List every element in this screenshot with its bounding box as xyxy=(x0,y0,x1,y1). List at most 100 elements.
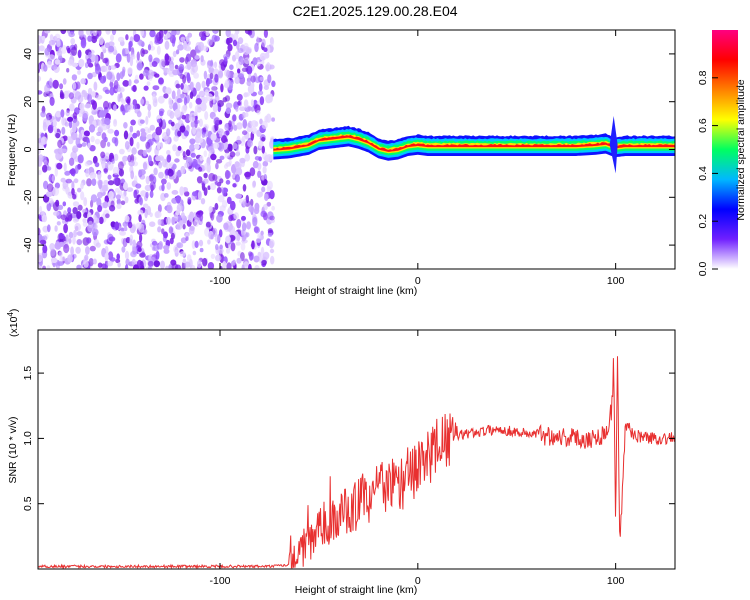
noise-blob xyxy=(234,51,240,60)
noise-blob xyxy=(186,72,191,82)
noise-blob xyxy=(126,187,134,193)
noise-blob xyxy=(232,39,238,47)
noise-blob xyxy=(139,73,144,80)
noise-blob xyxy=(163,248,170,254)
noise-blob xyxy=(246,221,252,230)
noise-blob xyxy=(188,226,195,235)
noise-blob xyxy=(257,170,262,178)
noise-blob xyxy=(210,234,214,240)
noise-blob xyxy=(271,80,276,88)
noise-blob xyxy=(210,153,217,161)
noise-blob xyxy=(192,191,198,197)
noise-blob xyxy=(179,125,186,133)
noise-blob xyxy=(194,143,200,150)
noise-blob xyxy=(237,37,244,45)
noise-blob xyxy=(216,214,223,223)
noise-blob xyxy=(218,119,223,125)
noise-blob xyxy=(256,238,262,243)
noise-blob xyxy=(260,230,264,236)
y-tick-label: -40 xyxy=(22,237,34,252)
noise-blob xyxy=(193,219,200,227)
noise-blob xyxy=(252,160,259,169)
noise-blob xyxy=(136,240,143,249)
noise-blob xyxy=(118,86,125,93)
noise-blob xyxy=(114,221,120,231)
noise-blob xyxy=(113,104,117,112)
noise-blob xyxy=(94,138,101,145)
noise-blob xyxy=(181,114,186,120)
noise-blob xyxy=(245,112,249,118)
noise-blob xyxy=(65,234,69,243)
noise-blob xyxy=(217,195,225,203)
noise-blob xyxy=(110,221,116,228)
noise-blob xyxy=(91,71,97,78)
noise-blob xyxy=(92,228,99,237)
noise-blob xyxy=(179,93,185,99)
noise-blob xyxy=(109,86,115,96)
noise-blob xyxy=(200,55,204,63)
noise-blob xyxy=(263,212,268,221)
noise-blob xyxy=(198,239,204,247)
noise-blob xyxy=(69,103,75,112)
noise-blob xyxy=(209,72,214,80)
noise-blob xyxy=(266,180,273,190)
noise-blob xyxy=(243,261,250,269)
noise-blob xyxy=(202,257,208,267)
noise-blob xyxy=(161,183,165,192)
noise-blob xyxy=(89,245,96,252)
noise-blob xyxy=(97,191,103,199)
noise-blob xyxy=(120,97,124,103)
noise-blob xyxy=(121,48,126,57)
noise-blob xyxy=(123,182,128,191)
noise-blob xyxy=(134,198,140,204)
noise-blob xyxy=(68,92,75,100)
noise-blob xyxy=(42,244,48,254)
noise-blob xyxy=(197,190,202,201)
noise-blob xyxy=(63,162,67,172)
noise-blob xyxy=(234,76,240,84)
noise-blob xyxy=(168,263,173,269)
noise-blob xyxy=(136,110,142,118)
noise-blob xyxy=(124,48,130,55)
noise-blob xyxy=(229,151,236,158)
noise-blob xyxy=(264,193,269,201)
noise-blob xyxy=(253,145,258,155)
noise-blob xyxy=(158,241,163,250)
noise-blob xyxy=(149,181,156,191)
noise-blob xyxy=(112,166,120,175)
noise-blob xyxy=(169,99,174,106)
noise-blob xyxy=(136,141,140,149)
noise-blob xyxy=(180,165,186,175)
noise-blob xyxy=(182,223,186,230)
noise-blob xyxy=(196,176,203,184)
noise-blob xyxy=(235,151,240,157)
noise-blob xyxy=(56,265,60,269)
noise-blob xyxy=(64,217,69,222)
colorbar-tick-label: 0.8 xyxy=(697,70,709,85)
noise-blob xyxy=(149,190,154,198)
noise-blob xyxy=(244,57,251,65)
noise-blob xyxy=(240,252,245,262)
noise-blob xyxy=(220,83,224,93)
noise-blob xyxy=(63,243,70,254)
noise-blob xyxy=(208,67,215,74)
noise-blob xyxy=(205,221,211,228)
noise-blob xyxy=(67,207,72,214)
noise-blob xyxy=(261,259,267,266)
noise-blob xyxy=(225,179,231,185)
noise-blob xyxy=(134,175,138,184)
noise-blob xyxy=(70,246,74,256)
noise-blob xyxy=(80,191,85,201)
noise-blob xyxy=(219,244,223,250)
noise-blob xyxy=(254,42,259,53)
noise-blob xyxy=(59,241,64,247)
noise-blob xyxy=(92,30,98,37)
noise-blob xyxy=(53,126,58,134)
noise-blob xyxy=(38,148,41,155)
noise-blob xyxy=(67,116,74,122)
noise-blob xyxy=(176,242,184,249)
noise-blob xyxy=(147,260,154,267)
noise-blob xyxy=(230,242,236,252)
noise-blob xyxy=(75,246,81,254)
noise-blob xyxy=(103,168,108,173)
